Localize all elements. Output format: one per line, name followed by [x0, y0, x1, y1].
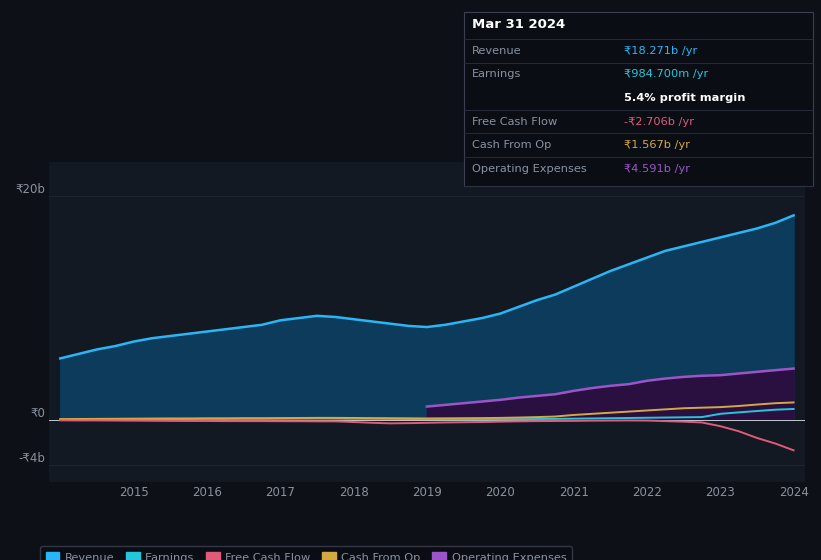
Text: -₹4b: -₹4b	[19, 452, 45, 465]
Text: Earnings: Earnings	[472, 69, 521, 80]
Text: Mar 31 2024: Mar 31 2024	[472, 18, 566, 31]
Text: Cash From Op: Cash From Op	[472, 140, 552, 150]
Text: ₹984.700m /yr: ₹984.700m /yr	[624, 69, 709, 80]
Text: ₹18.271b /yr: ₹18.271b /yr	[624, 46, 697, 56]
Legend: Revenue, Earnings, Free Cash Flow, Cash From Op, Operating Expenses: Revenue, Earnings, Free Cash Flow, Cash …	[40, 547, 572, 560]
Text: ₹20b: ₹20b	[16, 183, 45, 196]
Text: Operating Expenses: Operating Expenses	[472, 164, 587, 174]
Text: Free Cash Flow: Free Cash Flow	[472, 116, 557, 127]
Text: ₹4.591b /yr: ₹4.591b /yr	[624, 164, 690, 174]
Text: ₹0: ₹0	[30, 407, 45, 420]
Text: 5.4% profit margin: 5.4% profit margin	[624, 93, 745, 103]
Text: ₹1.567b /yr: ₹1.567b /yr	[624, 140, 690, 150]
Text: Revenue: Revenue	[472, 46, 521, 56]
Text: -₹2.706b /yr: -₹2.706b /yr	[624, 116, 694, 127]
